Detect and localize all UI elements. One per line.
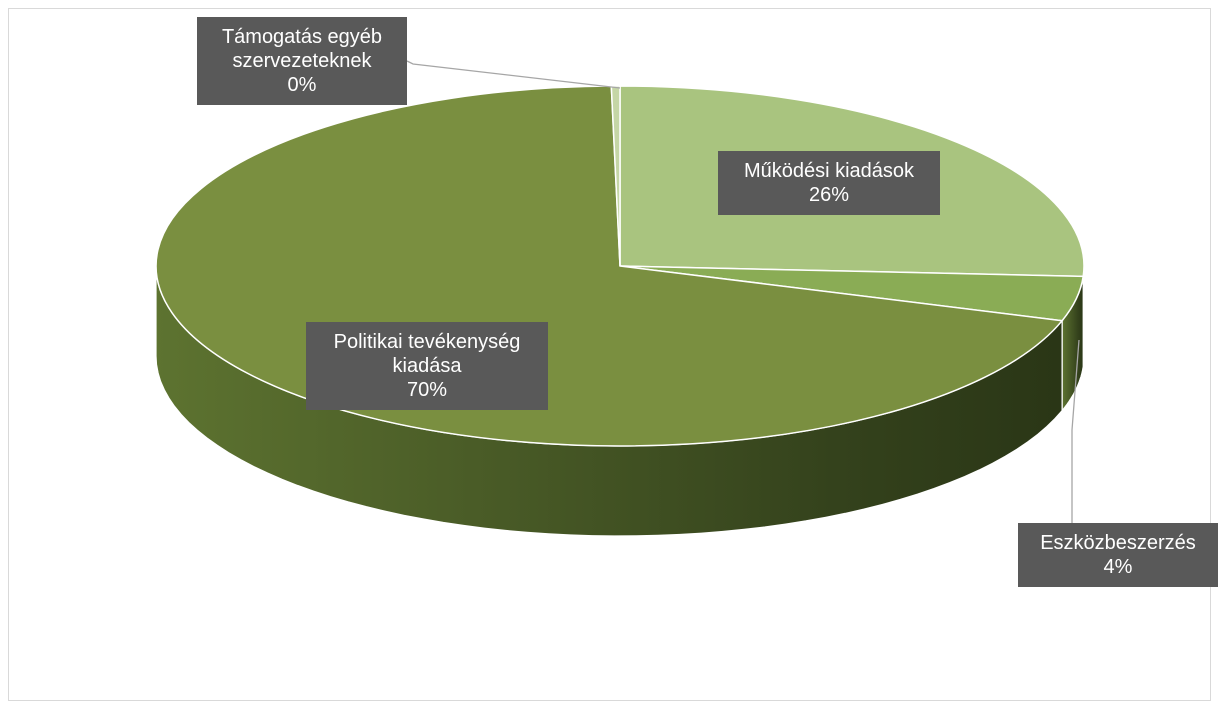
data-label-text: Eszközbeszerzés	[1040, 532, 1196, 554]
data-label-text: 4%	[1104, 556, 1133, 578]
data-label-text: kiadása	[393, 355, 463, 377]
data-label-text: Támogatás egyéb	[222, 26, 382, 48]
data-label-box	[718, 151, 940, 215]
leader-line-0	[406, 60, 621, 89]
leader-line-1	[1071, 339, 1080, 527]
data-label-text: Politikai tevékenység	[334, 331, 521, 353]
data-label-text: 0%	[288, 74, 317, 96]
data-label-box	[306, 322, 548, 410]
pie-slice-3	[610, 85, 621, 267]
pie-top-layer	[155, 85, 1085, 447]
data-label-box	[197, 17, 407, 105]
data-label-box	[1018, 523, 1218, 587]
leader-lines	[406, 60, 1080, 527]
data-label-text: 70%	[407, 379, 447, 401]
data-label-text: Működési kiadások	[744, 160, 915, 182]
data-label-text: 26%	[809, 184, 849, 206]
data-label-text: szervezeteknek	[233, 50, 373, 72]
